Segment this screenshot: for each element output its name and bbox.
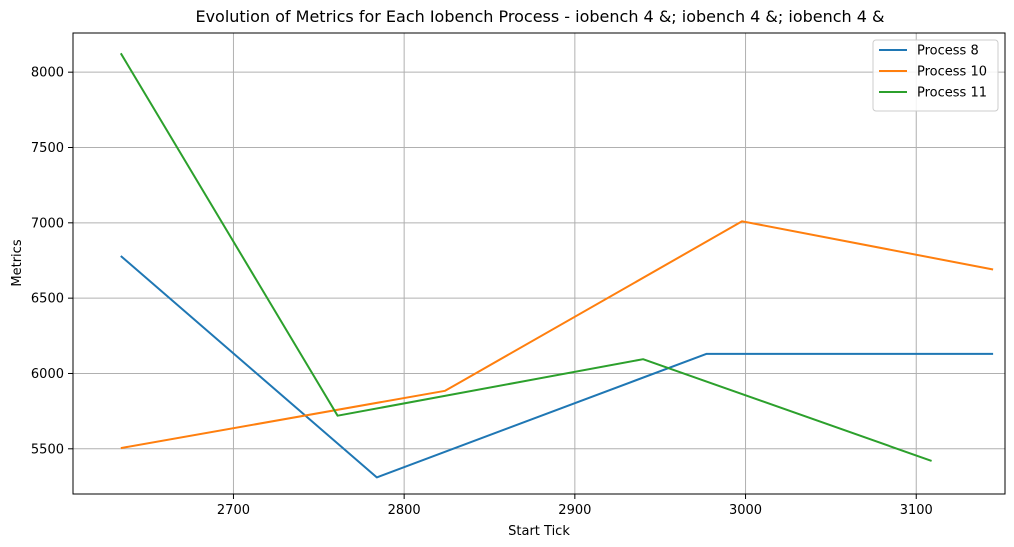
x-axis-label: Start Tick [508,524,570,539]
chart-title: Evolution of Metrics for Each Iobench Pr… [195,7,884,26]
grid-lines [73,33,1005,494]
y-tick-label: 8000 [31,66,64,81]
series-line-process-10 [120,220,994,450]
legend-label: Process 10 [917,65,987,80]
y-axis-label: Metrics [10,239,25,286]
plot-frame [72,32,1006,495]
y-tick-label: 7500 [31,141,64,156]
x-tick-label: 2900 [558,503,591,518]
x-tick-label: 3100 [900,503,933,518]
legend-label: Process 8 [917,44,979,59]
x-tick-label: 3000 [729,503,762,518]
x-tick-label: 2800 [388,503,421,518]
legend: Process 8 Process 10 Process 11 [872,39,999,112]
y-tick-label: 6000 [31,367,64,382]
series-line-process-11 [119,52,932,462]
series-lines [119,52,994,479]
y-tick-label: 7000 [31,216,64,231]
y-tick-label: 6500 [31,292,64,307]
y-tick-label: 5500 [31,442,64,457]
legend-box [872,39,999,112]
axis-ticks: 2700 2800 2900 3000 3100 5500 6000 6500 7000 7500… [31,66,933,518]
x-tick-label: 2700 [217,503,250,518]
legend-label: Process 11 [917,86,987,101]
series-line-process-8 [120,255,994,479]
